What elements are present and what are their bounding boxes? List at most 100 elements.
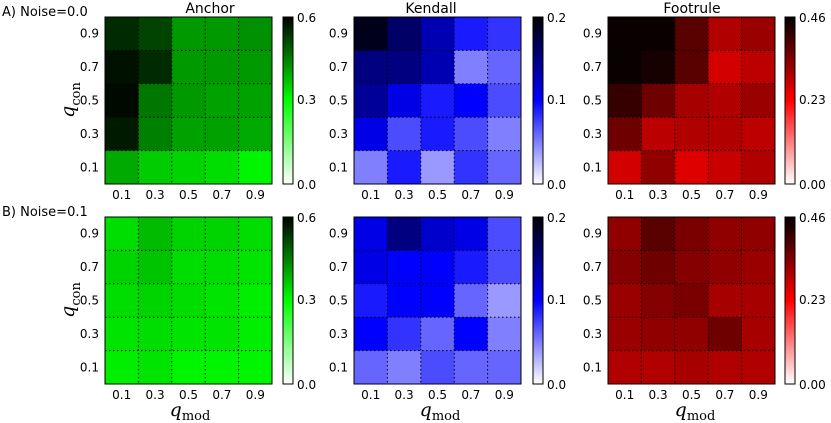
heatmap-cell <box>741 50 776 85</box>
colorbar-anchor-b: 0.6 0.3 0.0 <box>282 211 316 392</box>
colorbar-kendall-b-tick-mid: 0.1 <box>547 293 566 307</box>
heatmap-cell <box>105 117 139 152</box>
heatmap-cell <box>205 83 240 118</box>
heatmap-cell <box>708 50 743 85</box>
colorbar-kendall-b-gradient <box>532 216 544 385</box>
y-tick-label: 0.1 <box>583 360 602 374</box>
y-tick-label: 0.5 <box>329 294 348 308</box>
colorbar-kendall-a: 0.2 0.1 0.0 <box>532 11 566 192</box>
colorbar-footrule-b-gradient <box>784 216 796 385</box>
heatmap-cell <box>741 317 776 352</box>
heatmap-cell <box>354 350 388 385</box>
heatmap-cell <box>387 17 422 51</box>
colorbar-kendall-a-tick-min: 0.0 <box>547 178 566 192</box>
heatmap-cell <box>138 50 173 85</box>
heatmap-cell <box>487 117 522 152</box>
column-title-footrule: Footrule <box>663 1 720 17</box>
y-tick-label: 0.1 <box>583 160 602 174</box>
heatmap-cell <box>171 50 206 85</box>
y-tick-label: 0.9 <box>583 227 602 241</box>
heatmap-cell <box>487 283 522 318</box>
heatmap-cell <box>608 117 642 152</box>
heatmap-cell <box>708 83 743 118</box>
y-tick-label: 0.1 <box>80 360 99 374</box>
heatmap-cell <box>454 17 489 51</box>
y-tick-label: 0.9 <box>583 27 602 41</box>
heatmap-cell <box>741 17 776 51</box>
colorbar-anchor-b-tick-min: 0.0 <box>297 378 316 392</box>
heatmap-cell <box>387 250 422 285</box>
heatmap-cell <box>420 50 455 85</box>
colorbar-anchor-b-tick-max: 0.6 <box>297 211 316 225</box>
colorbar-footrule-a-gradient <box>784 16 796 185</box>
heatmap-cell <box>641 217 676 251</box>
heatmap-cell <box>205 317 240 352</box>
x-tick-label: 0.5 <box>428 388 447 402</box>
heatmap-cell <box>105 350 139 385</box>
panel-frame <box>607 216 776 385</box>
heatmap-cell <box>674 150 709 185</box>
y-tick-label: 0.9 <box>329 227 348 241</box>
heatmap-cell <box>674 250 709 285</box>
x-tick-label: 0.7 <box>212 188 231 202</box>
heatmap-cell <box>420 317 455 352</box>
y-tick-label: 0.9 <box>80 227 99 241</box>
heatmap-cell <box>238 117 273 152</box>
heatmap-cell <box>608 50 642 85</box>
x-tick-label: 0.5 <box>428 188 447 202</box>
x-axis-label-anchor: qmod <box>170 399 211 423</box>
heatmap-cell <box>171 150 206 185</box>
colorbar-footrule-a-tick-max: 0.46 <box>799 11 826 25</box>
heatmap-cell <box>608 217 642 251</box>
panel-frame <box>353 216 522 385</box>
heatmap-cell <box>454 350 489 385</box>
colorbar-footrule-b-tick-mid: 0.23 <box>799 293 826 307</box>
heatmap-cell <box>454 83 489 118</box>
heatmap-cell <box>487 217 522 251</box>
heatmap-cell <box>138 250 173 285</box>
x-tick-label: 0.5 <box>179 388 198 402</box>
heatmap-cell <box>674 283 709 318</box>
heatmap-cell <box>238 350 273 385</box>
panel-frame <box>353 16 522 185</box>
x-axis-label-kendall: qmod <box>420 399 461 423</box>
heatmap-cell <box>708 350 743 385</box>
x-tick-label: 0.1 <box>112 188 131 202</box>
heatmap-cell <box>608 250 642 285</box>
heatmap-cell <box>420 150 455 185</box>
heatmap-cell <box>641 250 676 285</box>
heatmap-cell <box>105 150 139 185</box>
heatmap-cell <box>454 50 489 85</box>
heatmap-footrule-b: 0.9 0.7 0.5 0.3 0.1 0.1 0.3 0.5 0.7 0.9 <box>583 216 776 402</box>
heatmap-cell <box>708 150 743 185</box>
heatmap-cell <box>420 283 455 318</box>
y-tick-label: 0.9 <box>329 27 348 41</box>
heatmap-cell <box>354 150 388 185</box>
heatmap-cell <box>138 350 173 385</box>
x-tick-label: 0.5 <box>179 188 198 202</box>
heatmap-cell <box>708 17 743 51</box>
y-tick-label: 0.3 <box>583 127 602 141</box>
heatmap-cell <box>138 17 173 51</box>
heatmap-cell <box>238 83 273 118</box>
heatmap-cell <box>641 317 676 352</box>
heatmap-cell <box>354 50 388 85</box>
heatmap-cell <box>171 283 206 318</box>
heatmap-cell <box>741 283 776 318</box>
heatmap-cell <box>387 317 422 352</box>
heatmap-cell <box>708 283 743 318</box>
colorbar-footrule-b-tick-min: 0.00 <box>799 378 826 392</box>
colorbar-kendall-a-tick-mid: 0.1 <box>547 93 566 107</box>
heatmap-cell <box>674 217 709 251</box>
row-label-b: B) Noise=0.1 <box>2 205 88 220</box>
y-tick-label: 0.3 <box>329 127 348 141</box>
heatmap-cell <box>105 83 139 118</box>
heatmap-cell <box>741 350 776 385</box>
colorbar-footrule-b: 0.46 0.23 0.00 <box>784 211 826 392</box>
heatmap-cell <box>105 50 139 85</box>
heatmap-cell <box>171 83 206 118</box>
heatmap-cell <box>238 317 273 352</box>
heatmap-cell <box>454 317 489 352</box>
y-tick-label: 0.3 <box>583 327 602 341</box>
